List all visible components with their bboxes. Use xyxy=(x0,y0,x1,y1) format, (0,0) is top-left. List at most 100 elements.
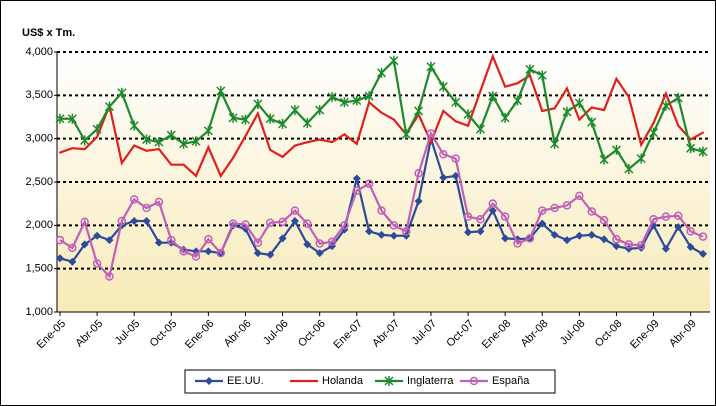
marker xyxy=(154,197,164,207)
point xyxy=(442,109,445,112)
marker xyxy=(451,171,460,180)
marker xyxy=(179,247,188,256)
marker xyxy=(315,249,324,258)
marker xyxy=(129,195,139,204)
marker xyxy=(574,98,584,109)
point xyxy=(96,135,99,138)
point xyxy=(702,131,704,134)
marker xyxy=(364,179,374,188)
y-tick-label: 4,000 xyxy=(25,46,53,58)
marker xyxy=(587,117,597,128)
marker xyxy=(451,97,461,108)
marker xyxy=(439,173,448,182)
marker xyxy=(253,249,262,258)
y-axis-title: US$ x Tm. xyxy=(22,27,75,39)
marker xyxy=(384,376,394,386)
marker xyxy=(278,217,287,227)
point xyxy=(133,144,136,147)
marker xyxy=(674,223,683,232)
marker xyxy=(389,55,399,66)
marker xyxy=(439,150,448,159)
marker xyxy=(649,215,658,224)
point xyxy=(207,146,210,149)
marker xyxy=(475,124,485,135)
point xyxy=(516,82,519,85)
marker xyxy=(488,91,498,102)
point xyxy=(603,109,606,112)
marker xyxy=(550,230,559,239)
legend-label: EE.UU. xyxy=(227,375,264,387)
marker xyxy=(550,138,560,149)
marker xyxy=(611,144,621,155)
marker xyxy=(686,143,696,154)
marker xyxy=(451,154,460,163)
marker xyxy=(240,114,251,125)
marker xyxy=(488,199,498,208)
point xyxy=(71,147,74,150)
marker xyxy=(636,241,646,250)
point xyxy=(615,77,618,80)
point xyxy=(182,163,185,166)
marker xyxy=(438,81,448,92)
marker xyxy=(686,227,695,236)
marker xyxy=(80,217,89,227)
y-tick-label: 3,000 xyxy=(25,133,53,145)
marker xyxy=(538,206,547,215)
point xyxy=(306,141,309,144)
y-tick-label: 2,500 xyxy=(25,176,53,188)
marker xyxy=(365,227,374,236)
marker xyxy=(93,231,102,240)
point xyxy=(640,143,643,146)
marker xyxy=(575,231,584,240)
marker xyxy=(290,217,299,225)
marker xyxy=(587,207,596,216)
marker xyxy=(575,191,584,201)
marker xyxy=(513,239,522,248)
marker xyxy=(469,376,479,386)
point xyxy=(269,148,272,151)
marker xyxy=(228,219,238,228)
marker xyxy=(612,234,621,244)
marker xyxy=(600,235,609,244)
point xyxy=(343,133,346,136)
marker xyxy=(649,127,659,138)
marker xyxy=(525,234,535,243)
point xyxy=(652,122,655,125)
marker xyxy=(376,67,387,78)
point xyxy=(392,118,395,121)
marker xyxy=(352,95,362,106)
marker xyxy=(154,137,164,148)
point xyxy=(429,141,432,144)
marker xyxy=(414,169,423,178)
point xyxy=(454,120,457,123)
marker xyxy=(278,234,287,243)
marker xyxy=(414,105,424,116)
marker xyxy=(327,92,337,103)
point xyxy=(318,138,321,141)
marker xyxy=(512,95,523,106)
marker xyxy=(315,105,325,116)
marker xyxy=(661,212,671,221)
marker xyxy=(303,240,312,249)
marker xyxy=(167,235,176,245)
marker xyxy=(67,113,77,124)
legend-label: España xyxy=(492,375,530,387)
marker xyxy=(352,186,362,195)
point xyxy=(244,135,247,138)
marker xyxy=(538,219,547,228)
marker xyxy=(166,130,176,141)
marker xyxy=(315,239,324,248)
marker xyxy=(204,234,213,244)
marker xyxy=(562,201,572,210)
marker xyxy=(525,64,535,75)
marker xyxy=(500,212,510,221)
marker xyxy=(612,242,621,251)
point xyxy=(467,124,470,127)
marker xyxy=(550,203,559,213)
marker xyxy=(636,153,646,164)
marker xyxy=(142,134,152,145)
marker xyxy=(228,112,238,123)
marker xyxy=(699,249,707,258)
point xyxy=(504,85,507,88)
point xyxy=(59,151,61,154)
